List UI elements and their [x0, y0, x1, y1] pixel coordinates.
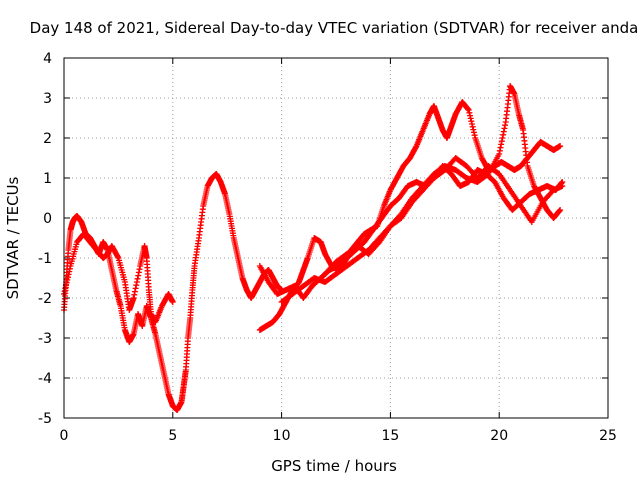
data-point [135, 272, 142, 279]
y-tick-label: 0 [43, 211, 52, 227]
data-point [169, 299, 176, 305]
data-point [66, 265, 73, 272]
data-point [496, 151, 503, 157]
data-point [65, 271, 72, 278]
data-point [500, 128, 507, 135]
data-point [496, 147, 503, 154]
series-track-2 [61, 231, 176, 325]
data-point [66, 268, 73, 275]
data-point [498, 141, 505, 148]
series-track-3 [256, 99, 564, 333]
grid [64, 58, 608, 418]
y-tick-label: -4 [38, 371, 52, 387]
data-point [412, 144, 419, 151]
x-axis-label: GPS time / hours [271, 457, 397, 475]
data-point [131, 291, 138, 298]
y-tick-label: -3 [38, 331, 52, 347]
data-point [64, 274, 71, 281]
data-point [469, 121, 475, 127]
data-point [135, 269, 142, 276]
y-axis-label: SDTVAR / TECUs [4, 176, 22, 299]
data-point [61, 288, 68, 295]
y-tick-label: 2 [43, 131, 52, 147]
data-point [467, 115, 474, 122]
data-point [62, 285, 69, 292]
data-point [132, 285, 139, 292]
y-tick-label: 4 [43, 51, 52, 67]
data-point [502, 122, 509, 129]
data-point [470, 129, 477, 136]
data-point [134, 275, 141, 282]
data-point [557, 207, 564, 213]
data-point [467, 112, 474, 119]
data-point [559, 183, 566, 189]
data-point [131, 288, 138, 295]
x-tick-label: 15 [381, 428, 399, 444]
data-point [130, 295, 137, 301]
data-point [470, 126, 477, 133]
data-point [556, 207, 563, 214]
x-tick-label: 20 [490, 428, 508, 444]
y-tick-label: 3 [43, 91, 52, 107]
data-point [465, 106, 472, 113]
data-point [133, 282, 140, 289]
data-point [114, 253, 121, 260]
data-point [64, 277, 71, 283]
data-point [499, 135, 506, 141]
data-point [500, 131, 507, 138]
plot-area [61, 83, 566, 413]
y-tick-label: -1 [38, 251, 52, 267]
tick-labels: 0 5 10 15 20 25 -5 -4 -3 -2 -1 0 1 2 3 4 [38, 51, 617, 444]
data-point [136, 266, 143, 273]
data-point [133, 279, 140, 285]
x-tick-label: 5 [168, 428, 177, 444]
x-tick-label: 25 [599, 428, 617, 444]
data-point [465, 107, 472, 113]
x-tick-label: 0 [60, 428, 69, 444]
data-point [557, 143, 564, 149]
y-tick-label: -5 [38, 411, 52, 427]
data-point [468, 118, 475, 125]
y-tick-label: 1 [43, 171, 52, 187]
y-tick-label: -2 [38, 291, 52, 307]
data-point [63, 279, 70, 286]
data-point [498, 138, 505, 145]
data-point [497, 144, 504, 151]
plot-border [63, 57, 609, 419]
x-tick-label: 10 [273, 428, 291, 444]
chart-title: Day 148 of 2021, Sidereal Day-to-day VTE… [30, 19, 639, 37]
data-point [471, 132, 478, 139]
data-point [501, 125, 508, 132]
data-point [466, 109, 473, 116]
series-track-6 [322, 155, 566, 277]
data-point [469, 123, 476, 130]
